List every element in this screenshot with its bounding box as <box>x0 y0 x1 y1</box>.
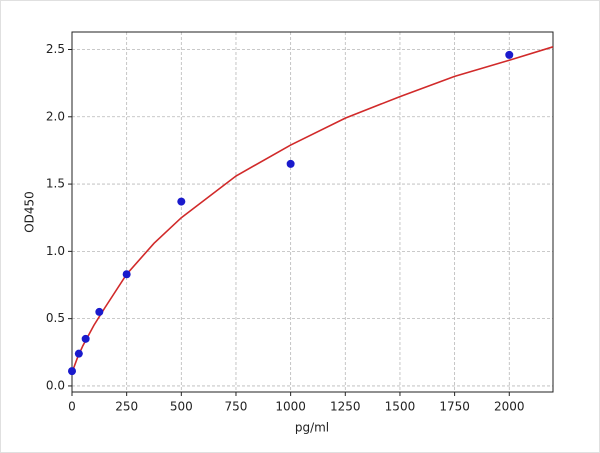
x-tick-label: 1250 <box>330 400 361 414</box>
y-tick-label: 0.0 <box>46 378 65 392</box>
x-tick-label: 250 <box>115 400 138 414</box>
x-axis-label: pg/ml <box>295 421 329 435</box>
data-point <box>81 334 90 343</box>
y-tick-label: 1.0 <box>46 244 65 258</box>
plot-frame <box>71 31 554 393</box>
y-tick-label: 0.5 <box>46 311 65 325</box>
y-axis-label: OD450 <box>23 191 37 233</box>
x-tick-label: 500 <box>170 400 193 414</box>
y-tick-label: 1.5 <box>46 177 65 191</box>
data-point <box>74 349 83 358</box>
x-tick-label: 1000 <box>275 400 306 414</box>
x-tick-label: 0 <box>68 400 76 414</box>
data-point <box>177 197 186 206</box>
data-point <box>122 270 131 279</box>
data-point <box>95 307 104 316</box>
x-tick-label: 2000 <box>494 400 525 414</box>
y-tick-label: 2.5 <box>46 42 65 56</box>
data-point <box>286 159 295 168</box>
y-tick-label: 2.0 <box>46 109 65 123</box>
data-point <box>68 367 76 376</box>
data-point <box>505 50 514 59</box>
x-tick-label: 1750 <box>439 400 470 414</box>
x-tick-label: 750 <box>225 400 248 414</box>
x-tick-label: 1500 <box>385 400 416 414</box>
